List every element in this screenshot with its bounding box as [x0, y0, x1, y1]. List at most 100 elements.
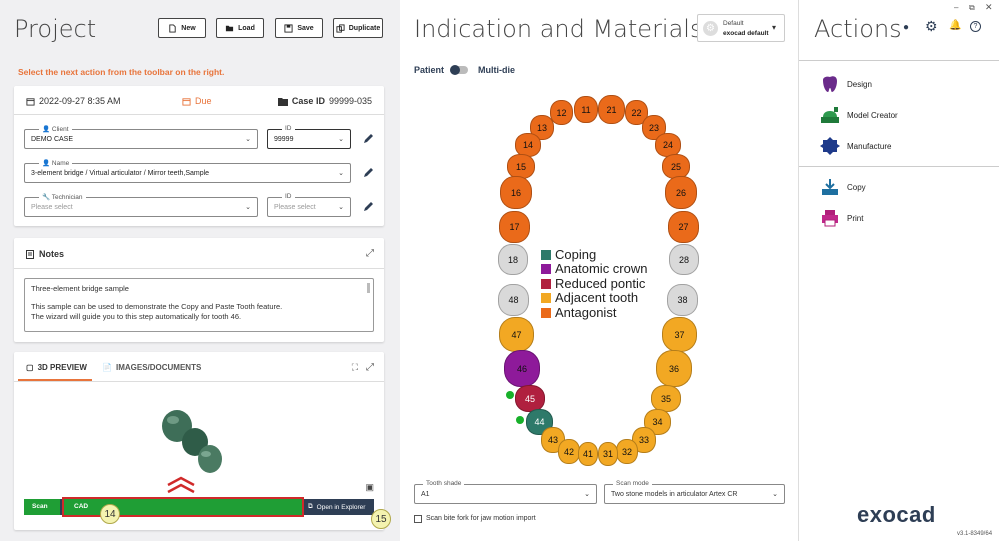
tooth-45[interactable]: 45 [515, 385, 545, 412]
divider [799, 60, 999, 61]
open-in-explorer-button[interactable]: ⧉ Open in Explorer [304, 499, 374, 515]
tooth-12[interactable]: 12 [550, 100, 573, 125]
tooth-15[interactable]: 15 [507, 154, 535, 179]
model-creator-action[interactable]: Model Creator [847, 111, 898, 120]
tooth-32[interactable]: 32 [616, 439, 638, 464]
actions-title: Actions [814, 15, 902, 43]
tooth-41[interactable]: 41 [578, 442, 598, 466]
bridge-3d-model[interactable] [159, 406, 229, 482]
tooth-27[interactable]: 27 [668, 211, 699, 243]
tooth-36[interactable]: 36 [656, 350, 692, 387]
tooth-31[interactable]: 31 [598, 442, 618, 466]
profile-select[interactable]: ⚙ Default exocad default ▾ [697, 14, 785, 42]
duplicate-button[interactable]: Duplicate [333, 18, 383, 38]
callout-badge-14: 14 [100, 504, 120, 524]
legend-reduced-pontic: Reduced pontic [541, 276, 645, 291]
print-action[interactable]: Print [847, 214, 864, 223]
due-field[interactable]: Due [182, 96, 212, 106]
help-icon[interactable]: ? [970, 21, 981, 32]
tooth-22[interactable]: 22 [625, 100, 648, 125]
scan-bite-fork-checkbox[interactable] [414, 515, 422, 523]
tooth-21[interactable]: 21 [598, 95, 625, 124]
tooth-11[interactable]: 11 [574, 96, 598, 123]
tooth-26[interactable]: 26 [665, 176, 697, 209]
notes-line-1: Three-element bridge sample [31, 284, 129, 293]
client-id-select[interactable]: ID 99999 ⌄ [267, 125, 351, 149]
step-cad[interactable]: CAD [62, 497, 304, 517]
active-tab-indicator [18, 379, 92, 381]
tooth-48[interactable]: 48 [498, 284, 529, 316]
connector-dot[interactable] [506, 391, 514, 399]
load-button[interactable]: Load [216, 18, 264, 38]
design-action[interactable]: Design [847, 80, 872, 89]
notes-textarea[interactable]: Three-element bridge sample This sample … [24, 278, 374, 332]
tab-images-documents[interactable]: 📄 IMAGES/DOCUMENTS [102, 363, 201, 372]
scan-mode-select[interactable]: Scan mode Two stone models in articulato… [604, 480, 785, 504]
tooth-14[interactable]: 14 [515, 133, 541, 157]
tooth-17[interactable]: 17 [499, 211, 530, 243]
fit-view-icon[interactable]: ⛶ [351, 362, 358, 372]
tooth-24[interactable]: 24 [655, 133, 681, 157]
new-file-icon [169, 23, 176, 33]
tooth-46[interactable]: 46 [504, 350, 540, 387]
scan-bite-fork-label: Scan bite fork for jaw motion import [426, 515, 536, 522]
expand-icon[interactable]: ⤢ [366, 248, 374, 259]
screenshot-icon[interactable]: ▣ [365, 482, 374, 492]
bell-icon[interactable]: 🔔 [949, 20, 962, 31]
patient-multidie-toggle[interactable] [450, 65, 468, 75]
tooth-38[interactable]: 38 [667, 284, 698, 316]
client-select[interactable]: 👤 Client DEMO CASE ⌄ [24, 125, 258, 149]
gear-icon[interactable]: ⚙ [925, 18, 938, 34]
tooth-16[interactable]: 16 [500, 176, 532, 209]
connector-dot[interactable] [516, 416, 524, 424]
folder-icon [226, 25, 234, 31]
scrollbar[interactable] [367, 283, 370, 293]
tooth-47[interactable]: 47 [499, 317, 534, 352]
name-select[interactable]: 👤 Name 3-element bridge / Virtual articu… [24, 159, 351, 183]
copy-icon[interactable] [820, 177, 840, 197]
technician-select[interactable]: 🔧 Technician Please select ⌄ [24, 193, 258, 217]
expand-icon[interactable]: ⤢ [366, 362, 374, 373]
tooth-28[interactable]: 28 [669, 244, 699, 275]
tooth-35[interactable]: 35 [651, 385, 681, 412]
tooth-25[interactable]: 25 [662, 154, 690, 179]
scan-mode-label: Scan mode [613, 480, 652, 487]
project-title: Project [14, 15, 97, 43]
design-icon[interactable] [820, 74, 840, 94]
date-value: 2022-09-27 8:35 AM [39, 96, 121, 106]
technician-id-select[interactable]: ID Please select ⌄ [267, 193, 351, 217]
edit-technician-icon[interactable] [362, 201, 374, 213]
copy-action[interactable]: Copy [847, 183, 866, 192]
model-creator-icon[interactable] [820, 105, 840, 125]
save-icon [284, 23, 293, 33]
edit-name-icon[interactable] [362, 167, 374, 179]
name-label: 👤 Name [39, 159, 73, 167]
version-label: v3.1-8349/64 [957, 531, 993, 537]
restore-icon[interactable]: ⧉ [969, 3, 975, 12]
case-id-label: Case ID [291, 96, 325, 106]
tooth-42[interactable]: 42 [558, 439, 580, 464]
tooth-18[interactable]: 18 [498, 244, 528, 275]
save-button[interactable]: Save [275, 18, 323, 38]
step-separator [60, 499, 64, 515]
minimize-icon[interactable]: – [954, 3, 959, 12]
legend-antagonist-label: Antagonist [555, 305, 617, 320]
manufacture-icon[interactable] [820, 136, 840, 156]
chevron-down-icon: ⌄ [584, 491, 590, 498]
tooth-shade-select[interactable]: Tooth shade A1 ⌄ [414, 480, 597, 504]
cube-icon: ▢ [26, 363, 34, 372]
due-calendar-icon [182, 97, 191, 106]
tooth-37[interactable]: 37 [662, 317, 697, 352]
close-icon[interactable]: ✕ [985, 2, 993, 12]
user-icon[interactable]: ● [903, 22, 910, 33]
due-label: Due [195, 96, 212, 106]
open-external-icon: ⧉ [308, 503, 313, 510]
edit-client-icon[interactable] [362, 133, 374, 145]
document-icon: 📄 [102, 363, 112, 372]
print-icon[interactable] [820, 208, 840, 228]
new-button[interactable]: New [158, 18, 206, 38]
manufacture-action[interactable]: Manufacture [847, 142, 892, 151]
step-scan[interactable]: Scan [24, 499, 60, 515]
tab-3d-preview[interactable]: ▢ 3D PREVIEW [26, 363, 87, 372]
chevron-down-icon: ⌄ [338, 170, 344, 177]
